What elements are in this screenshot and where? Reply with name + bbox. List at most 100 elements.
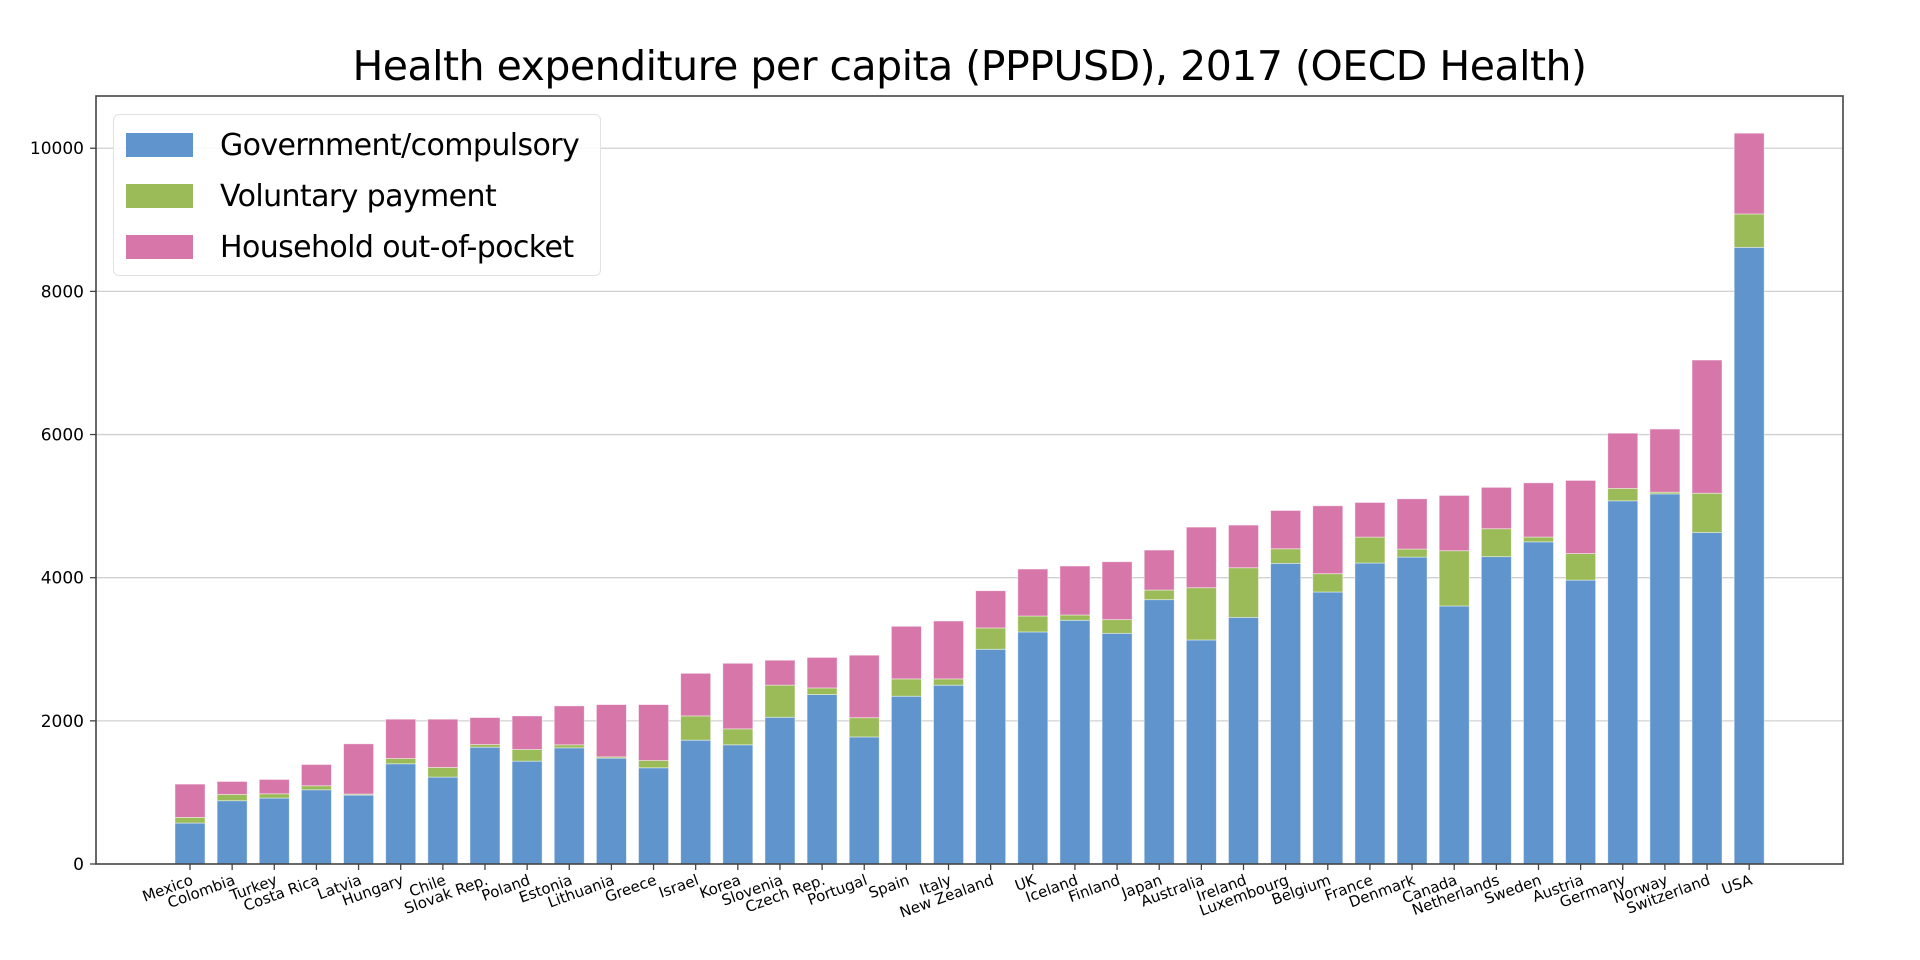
bar-segment-voluntary (511, 749, 543, 762)
legend: Government/compulsory Voluntary payment … (113, 114, 601, 276)
bar-segment-household (1523, 482, 1554, 538)
legend-swatch-voluntary (126, 184, 193, 208)
bar-segment-voluntary (1733, 213, 1765, 248)
bar-segment-government (301, 789, 332, 865)
bar-segment-household (1143, 549, 1175, 591)
bar-segment-government (1059, 619, 1091, 865)
bar-segment-voluntary (1354, 536, 1386, 564)
bar-segment-government (1649, 493, 1681, 865)
bar-segment-household (174, 783, 206, 818)
bar-segment-household (1649, 428, 1681, 493)
bar-segment-voluntary (890, 678, 922, 697)
bar-segment-government (975, 648, 1007, 865)
bar-segment-household (1185, 526, 1217, 589)
bar-segment-voluntary (975, 627, 1007, 650)
bar-segment-voluntary (1607, 487, 1639, 502)
legend-item-voluntary: Voluntary payment (126, 176, 497, 216)
legend-label-government: Government/compulsory (220, 127, 580, 163)
bar-segment-government (1312, 591, 1344, 865)
bars (174, 132, 1765, 865)
bar-segment-household (1396, 498, 1428, 550)
bar-segment-household (890, 625, 922, 680)
bar-segment-voluntary (1017, 615, 1049, 633)
bar-segment-household (975, 590, 1007, 629)
bar-segment-household (764, 659, 796, 686)
chart-title: Health expenditure per capita (PPPUSD), … (352, 42, 1587, 90)
y-tick-label: 6000 (41, 426, 84, 446)
bar-segment-government (1480, 556, 1512, 865)
bar-segment-household (1270, 510, 1302, 550)
bar-segment-household (933, 620, 964, 680)
bar-segment-government (427, 776, 459, 865)
legend-swatch-household (126, 235, 193, 259)
bar-segment-voluntary (301, 785, 332, 791)
bar-segment-voluntary (1270, 548, 1302, 564)
bar-segment-government (848, 736, 880, 865)
bar-segment-household (806, 657, 838, 689)
bar-segment-household (553, 705, 585, 746)
bar-segment-voluntary (764, 684, 796, 718)
bar-segment-voluntary (806, 687, 838, 695)
x-tick-label: Spain (866, 871, 912, 902)
bar-segment-voluntary (174, 817, 206, 824)
bar-segment-government (1143, 599, 1175, 865)
bar-segment-voluntary (1480, 528, 1512, 558)
bar-segment-government (680, 739, 712, 865)
y-axis-ticks: 0 2000 4000 6000 8000 10000 (30, 139, 96, 875)
x-tick-label: USA (1719, 871, 1755, 899)
bar-segment-household (258, 779, 290, 795)
bar-segment-government (722, 744, 754, 865)
bar-segment-government (174, 822, 206, 865)
bar-segment-government (1270, 562, 1302, 865)
legend-swatch-government (126, 133, 193, 157)
bar-segment-government (469, 746, 501, 865)
bar-segment-voluntary (1228, 567, 1259, 618)
bar-segment-household (1101, 561, 1133, 621)
bar-segment-government (1228, 616, 1259, 865)
y-tick-label: 0 (73, 855, 84, 875)
bar-segment-government (1185, 639, 1217, 865)
bar-segment-government (343, 794, 374, 865)
bar-segment-household (343, 743, 374, 795)
bar-segment-household (427, 718, 459, 768)
bar-segment-household (469, 717, 501, 745)
legend-label-voluntary: Voluntary payment (220, 178, 497, 214)
bar-segment-household (1354, 502, 1386, 538)
bar-segment-government (1101, 632, 1133, 865)
bar-segment-government (890, 695, 922, 865)
bar-segment-household (511, 715, 543, 750)
bar-segment-government (1354, 562, 1386, 865)
plot-frame (95, 95, 1844, 865)
bar-segment-voluntary (553, 744, 585, 749)
bar-segment-government (1733, 246, 1765, 865)
bar-segment-voluntary (722, 728, 754, 746)
bar-segment-government (1438, 605, 1470, 865)
bar-segment-voluntary (1101, 619, 1133, 634)
bar-segment-government (806, 694, 838, 865)
bar-segment-household (722, 662, 754, 730)
y-tick-label: 4000 (41, 569, 84, 589)
legend-item-government: Government/compulsory (126, 125, 580, 165)
bar-segment-voluntary (1059, 614, 1091, 621)
bar-segment-voluntary (1312, 573, 1344, 593)
bar-segment-government (511, 760, 543, 865)
bar-segment-government (385, 763, 417, 865)
bar-segment-household (1312, 505, 1344, 575)
bar-segment-household (1480, 486, 1512, 530)
bar-segment-household (1733, 132, 1765, 215)
bar-segment-household (638, 704, 669, 761)
bar-segment-voluntary (1565, 553, 1597, 581)
bar-segment-government (1523, 541, 1554, 865)
y-tick-label: 8000 (41, 282, 84, 302)
bar-segment-voluntary (680, 715, 712, 741)
bar-segment-voluntary (1438, 550, 1470, 607)
bar-segment-voluntary (1523, 536, 1554, 543)
legend-item-household: Household out-of-pocket (126, 227, 574, 267)
bar-segment-government (1565, 579, 1597, 865)
bar-segment-household (680, 672, 712, 717)
bar-segment-voluntary (1185, 587, 1217, 641)
bar-segment-household (596, 704, 627, 758)
bar-segment-household (1059, 565, 1091, 616)
